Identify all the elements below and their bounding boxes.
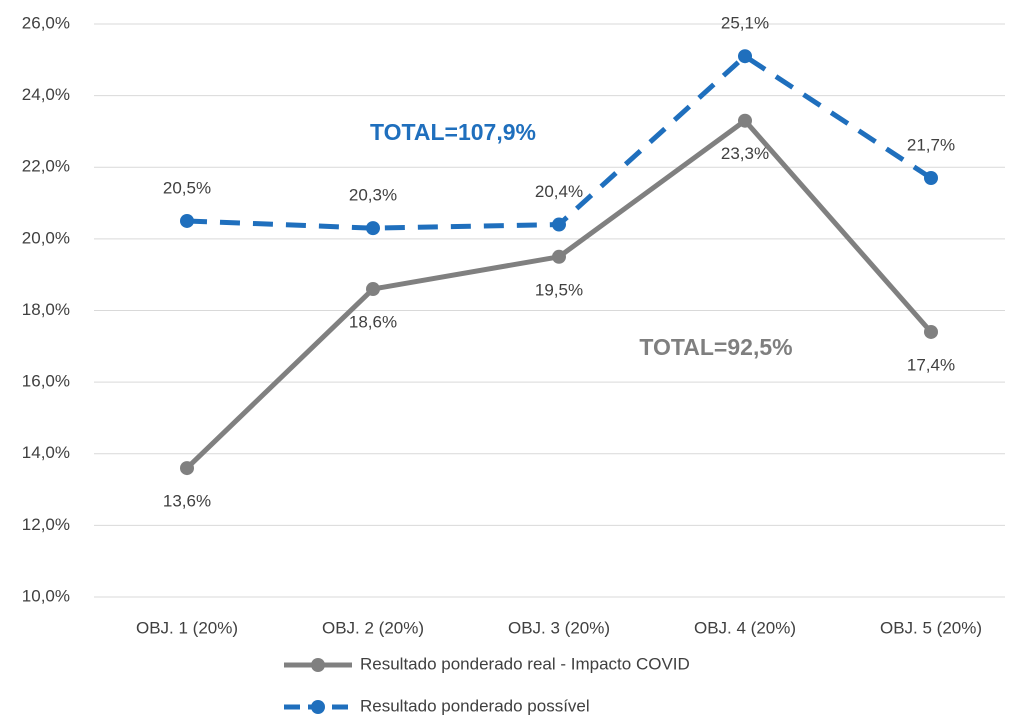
y-tick-label: 20,0% [22,228,70,247]
point [552,249,566,264]
data-label: 20,3% [349,186,397,205]
data-label: 25,1% [721,14,769,33]
point [924,324,938,339]
point [366,282,380,297]
point [738,49,752,64]
x-tick-label: OBJ. 1 (20%) [136,618,238,637]
legend-label: Resultado ponderado possível [360,696,590,715]
annotation: TOTAL=107,9% [370,119,536,145]
x-tick-label: OBJ. 3 (20%) [508,618,610,637]
data-label: 20,4% [535,182,583,201]
point [924,170,938,185]
y-tick-label: 12,0% [22,515,70,534]
annotation: TOTAL=92,5% [639,334,792,360]
point [366,221,380,236]
legend-label: Resultado ponderado real - Impacto COVID [360,654,690,673]
data-label: 18,6% [349,312,397,331]
data-label: 23,3% [721,144,769,163]
data-label: 21,7% [907,135,955,154]
y-tick-label: 22,0% [22,157,70,176]
point [180,461,194,476]
data-label: 13,6% [163,492,211,511]
data-label: 17,4% [907,355,955,374]
point [180,213,194,228]
point [552,217,566,232]
y-tick-label: 26,0% [22,13,70,32]
y-tick-label: 14,0% [22,443,70,462]
data-label: 20,5% [163,178,211,197]
data-label: 19,5% [535,280,583,299]
y-tick-label: 10,0% [22,586,70,605]
point [738,113,752,128]
x-tick-label: OBJ. 5 (20%) [880,618,982,637]
legend-marker [311,658,325,672]
y-tick-label: 18,0% [22,300,70,319]
y-tick-label: 24,0% [22,85,70,104]
y-tick-label: 16,0% [22,372,70,391]
x-tick-label: OBJ. 2 (20%) [322,618,424,637]
legend-marker [311,700,325,714]
x-tick-label: OBJ. 4 (20%) [694,618,796,637]
